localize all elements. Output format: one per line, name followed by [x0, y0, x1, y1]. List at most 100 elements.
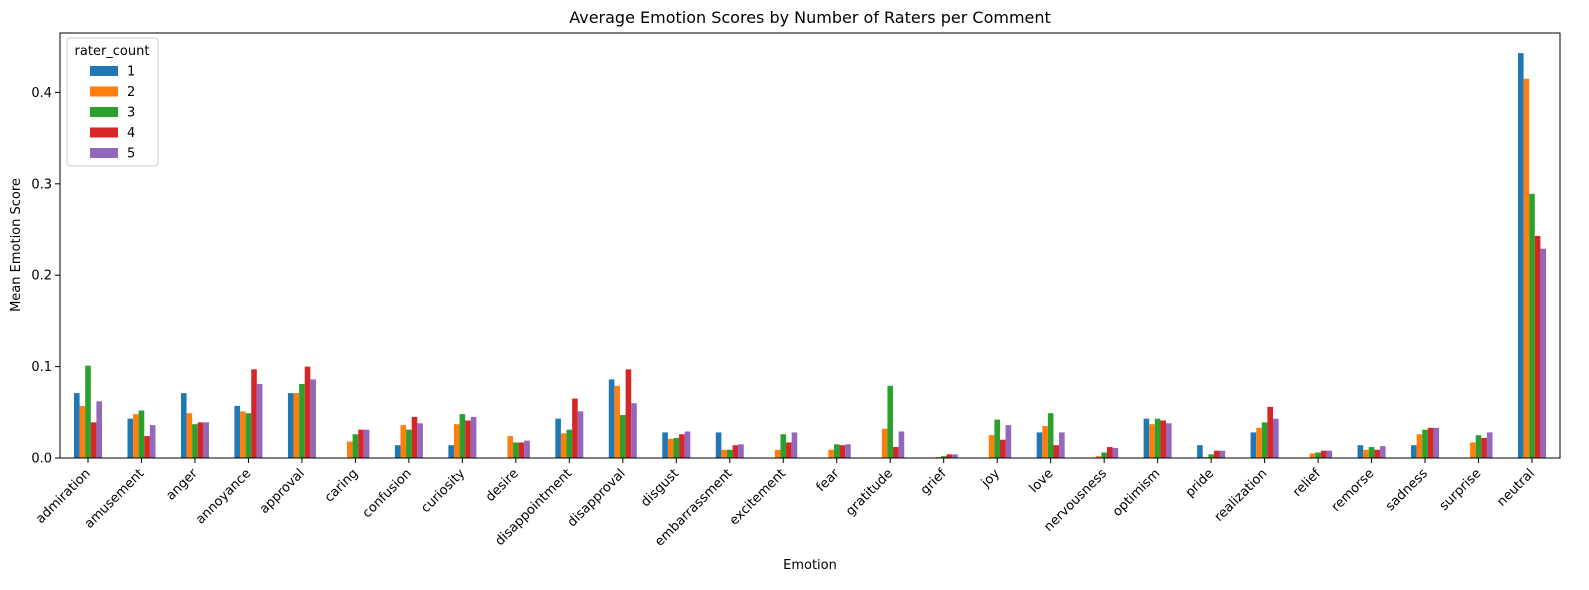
legend-items: 1 2 3 4 5 — [90, 65, 135, 162]
y-tick-label: 0.4 — [31, 86, 52, 101]
bar-curiosity-rater-3 — [459, 414, 466, 458]
x-tick-label-annoyance: annoyance — [193, 466, 254, 527]
bar-amusement-rater-4 — [144, 436, 150, 458]
bar-admiration-rater-2 — [79, 405, 86, 458]
bar-optimism-rater-2 — [1149, 424, 1155, 458]
bar-admiration-rater-5 — [96, 401, 102, 458]
bar-gratitude-rater-4 — [893, 447, 899, 458]
bar-confusion-rater-5 — [417, 423, 423, 458]
bar-neutral-rater-2 — [1523, 78, 1530, 458]
bar-love-rater-4 — [1053, 445, 1060, 458]
bar-relief-rater-5 — [1326, 450, 1333, 458]
x-tick-label-curiosity: curiosity — [418, 466, 468, 516]
bar-desire-rater-5 — [524, 440, 530, 458]
bar-surprise-rater-3 — [1475, 435, 1482, 458]
bar-nervousness-rater-5 — [1112, 447, 1119, 458]
y-tick-label: 0.2 — [31, 269, 52, 284]
bar-joy-rater-2 — [988, 435, 995, 458]
bar-joy-rater-5 — [1005, 425, 1012, 458]
bar-relief-rater-2 — [1309, 453, 1316, 458]
bar-remorse-rater-4 — [1374, 449, 1380, 458]
bar-surprise-rater-4 — [1481, 437, 1487, 458]
x-tick-label-anger: anger — [163, 466, 201, 504]
legend-swatch-4 — [90, 127, 118, 138]
bar-remorse-rater-5 — [1379, 446, 1386, 458]
bar-fear-rater-2 — [828, 449, 834, 458]
bar-curiosity-rater-5 — [470, 416, 477, 458]
bar-neutral-rater-5 — [1540, 248, 1546, 458]
bar-surprise-rater-2 — [1470, 442, 1476, 458]
bar-sadness-rater-1 — [1411, 445, 1417, 458]
chart-title: Average Emotion Scores by Number of Rate… — [569, 8, 1051, 27]
bar-disgust-rater-5 — [684, 431, 691, 458]
bar-embarrassment-rater-5 — [738, 444, 744, 458]
bar-neutral-rater-4 — [1534, 235, 1541, 458]
legend-swatch-2 — [90, 86, 118, 97]
bar-grief-rater-3 — [940, 456, 947, 458]
bar-group — [74, 53, 1546, 459]
bar-relief-rater-4 — [1320, 450, 1327, 458]
bar-nervousness-rater-2 — [1095, 456, 1102, 458]
bar-amusement-rater-5 — [149, 425, 156, 458]
bar-approval-rater-3 — [299, 383, 305, 458]
bar-annoyance-rater-1 — [234, 405, 241, 458]
bar-disappointment-rater-4 — [572, 398, 578, 458]
bar-confusion-rater-3 — [406, 429, 412, 458]
bar-fear-rater-4 — [839, 445, 846, 458]
bar-curiosity-rater-1 — [448, 445, 454, 458]
bar-amusement-rater-1 — [127, 418, 134, 458]
bar-realization-rater-5 — [1272, 418, 1279, 458]
bar-fear-rater-5 — [845, 444, 851, 458]
x-tick-label-optimism: optimism — [1110, 466, 1163, 519]
bar-embarrassment-rater-1 — [715, 432, 722, 458]
bar-gratitude-rater-2 — [881, 428, 888, 458]
bar-embarrassment-rater-2 — [721, 449, 727, 458]
bar-pride-rater-3 — [1208, 454, 1214, 458]
legend-frame — [66, 37, 159, 167]
bar-pride-rater-1 — [1197, 445, 1203, 458]
bar-caring-rater-3 — [352, 434, 359, 458]
x-tick-label-approval: approval — [257, 466, 308, 517]
bar-approval-rater-2 — [293, 393, 300, 458]
bar-admiration-rater-3 — [85, 365, 91, 458]
bar-disappointment-rater-3 — [566, 429, 573, 458]
bar-neutral-rater-3 — [1529, 193, 1535, 459]
bar-gratitude-rater-3 — [887, 385, 894, 458]
x-tick-label-relief: relief — [1290, 466, 1324, 500]
bar-annoyance-rater-2 — [240, 411, 246, 458]
x-tick-label-neutral: neutral — [1494, 466, 1537, 509]
x-tick-label-realization: realization — [1212, 466, 1271, 525]
bar-disappointment-rater-1 — [555, 418, 561, 458]
bar-grief-rater-5 — [952, 454, 958, 458]
x-tick-label-pride: pride — [1183, 466, 1217, 500]
x-tick-label-remorse: remorse — [1329, 466, 1378, 515]
bar-annoyance-rater-5 — [256, 383, 263, 458]
bar-joy-rater-4 — [999, 439, 1006, 458]
bar-desire-rater-2 — [507, 436, 514, 458]
bar-remorse-rater-2 — [1363, 449, 1369, 458]
legend: rater_count 1 2 3 4 5 — [66, 37, 159, 167]
y-tick-label: 0.0 — [31, 452, 52, 467]
bar-embarrassment-rater-3 — [726, 449, 733, 458]
legend-label-2: 2 — [127, 85, 135, 100]
legend-swatch-1 — [90, 66, 118, 76]
bar-realization-rater-1 — [1250, 432, 1257, 458]
x-tick-label-caring: caring — [322, 466, 361, 505]
bar-sadness-rater-4 — [1427, 427, 1434, 458]
bar-confusion-rater-1 — [394, 445, 401, 458]
x-tick-label-love: love — [1027, 466, 1057, 496]
bar-pride-rater-4 — [1213, 450, 1220, 458]
bar-anger-rater-2 — [186, 413, 193, 458]
plot-frame — [59, 32, 1561, 459]
x-tick-label-disgust: disgust — [638, 466, 682, 510]
bar-realization-rater-4 — [1267, 406, 1273, 458]
bar-anger-rater-3 — [192, 424, 198, 458]
bar-relief-rater-3 — [1315, 452, 1321, 458]
bar-disgust-rater-3 — [673, 437, 680, 458]
bar-sadness-rater-5 — [1433, 427, 1440, 458]
bar-optimism-rater-1 — [1143, 418, 1150, 458]
bar-embarrassment-rater-4 — [732, 445, 739, 458]
bar-anger-rater-1 — [180, 393, 187, 458]
bar-disgust-rater-1 — [662, 432, 668, 458]
x-tick-label-excitement: excitement — [727, 466, 789, 528]
